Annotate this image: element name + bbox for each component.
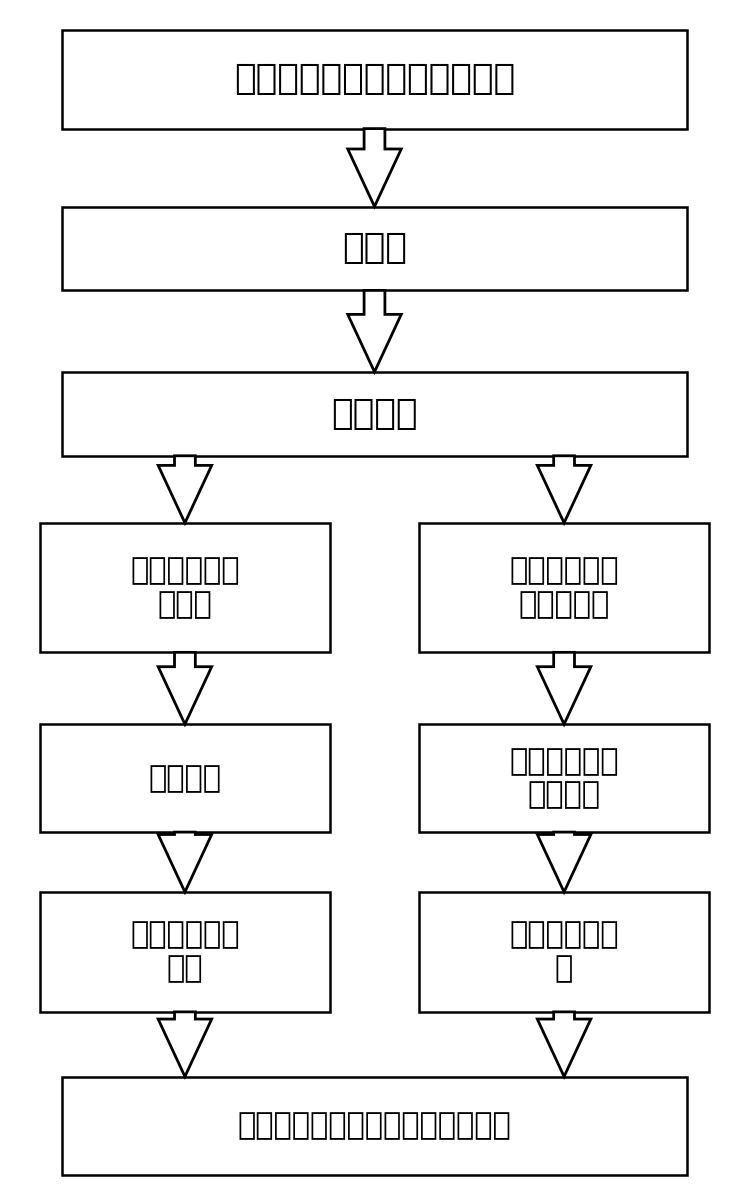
Text: 生成特征提取
网络: 生成特征提取 网络 xyxy=(130,921,240,984)
Polygon shape xyxy=(158,456,212,523)
Text: 生成故障模型
库: 生成故障模型 库 xyxy=(509,921,619,984)
Text: 标准化: 标准化 xyxy=(342,231,407,265)
Polygon shape xyxy=(158,832,212,892)
Bar xyxy=(62,372,687,456)
Polygon shape xyxy=(348,290,401,372)
Bar xyxy=(40,725,330,832)
Text: 发动机各故障模式下历史数据: 发动机各故障模式下历史数据 xyxy=(234,63,515,96)
Polygon shape xyxy=(537,653,591,725)
Text: 发动机动态过程气路故障诊断模型: 发动机动态过程气路故障诊断模型 xyxy=(237,1111,512,1140)
Text: 按层训练: 按层训练 xyxy=(148,763,222,792)
Bar xyxy=(419,523,709,653)
Text: 确定隐马尔科
夫模型拓扑: 确定隐马尔科 夫模型拓扑 xyxy=(509,556,619,619)
Bar xyxy=(62,207,687,290)
Text: 针对各个模式
训练模型: 针对各个模式 训练模型 xyxy=(509,746,619,809)
Bar xyxy=(62,1076,687,1175)
Polygon shape xyxy=(537,1011,591,1076)
Polygon shape xyxy=(348,129,401,207)
Bar xyxy=(40,892,330,1011)
Polygon shape xyxy=(537,832,591,892)
Polygon shape xyxy=(537,456,591,523)
Text: 确定网络结构
及参数: 确定网络结构 及参数 xyxy=(130,556,240,619)
Bar xyxy=(419,725,709,832)
Bar xyxy=(62,30,687,129)
Polygon shape xyxy=(158,1011,212,1076)
Text: 模型训练: 模型训练 xyxy=(331,397,418,431)
Bar xyxy=(40,523,330,653)
Polygon shape xyxy=(158,653,212,725)
Bar xyxy=(419,892,709,1011)
